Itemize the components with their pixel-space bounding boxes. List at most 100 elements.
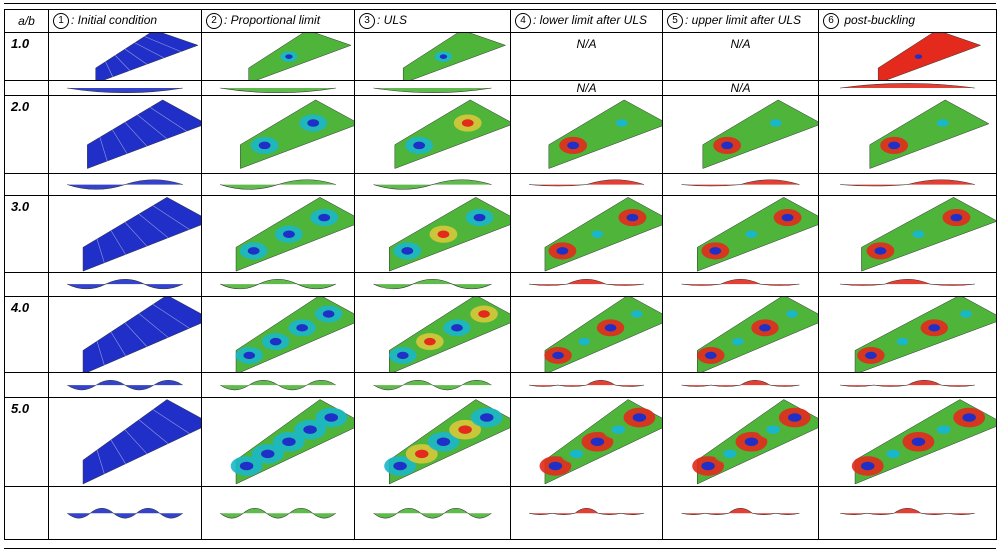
- profile-cell-2: [201, 485, 355, 541]
- deflection-profile: [220, 507, 336, 519]
- mesh-line: [124, 48, 148, 65]
- not-applicable-label: N/A: [576, 81, 597, 96]
- ratio-label: 3.0: [11, 198, 30, 214]
- contour-core: [632, 413, 647, 422]
- deflection-profile: [529, 179, 644, 187]
- deflection-profile: [67, 88, 183, 94]
- plate-figure: [240, 100, 354, 170]
- contour-core: [611, 425, 626, 435]
- plate-figure: [548, 100, 662, 170]
- contour-core: [937, 425, 951, 435]
- deflection-profile: [681, 179, 800, 187]
- plate-surface: [869, 100, 990, 170]
- deflection-profile: [529, 279, 644, 287]
- plate-view-row: 3.0: [4, 194, 997, 274]
- profile-cell-6: [818, 485, 997, 541]
- contour-core: [258, 142, 271, 150]
- contour-core: [723, 449, 737, 459]
- mesh-line: [110, 230, 126, 255]
- profile-cell-4: [510, 272, 663, 297]
- contour-core: [914, 54, 923, 59]
- plate-figure: [95, 33, 199, 80]
- profile-figure: [373, 379, 492, 391]
- contour-core: [478, 309, 490, 318]
- plate-figure: [230, 399, 354, 485]
- contour-core: [769, 119, 782, 128]
- contour-core: [307, 119, 320, 128]
- plate-cell-5: [662, 95, 819, 174]
- profile-figure: [529, 179, 644, 187]
- plate-view-row: 1.0 N/A N/A: [4, 31, 997, 82]
- not-applicable-label: N/A: [730, 37, 751, 51]
- contour-core: [285, 54, 293, 59]
- contour-core: [786, 309, 798, 318]
- deflection-profile: [373, 179, 492, 190]
- results-table: a/b 1: Initial condition 2: Proportional…: [4, 9, 997, 541]
- profile-figure: [220, 507, 336, 519]
- contour-core: [480, 413, 494, 422]
- contour-core: [318, 213, 331, 222]
- plate-surface: [82, 399, 201, 485]
- ratio-cell-empty: [4, 272, 49, 297]
- deflection-profile: [373, 379, 492, 391]
- profile-cell-2: [201, 272, 355, 297]
- plate-figure: [544, 297, 662, 372]
- plate-figure: [389, 297, 510, 372]
- plate-figure: [82, 196, 201, 272]
- contour-core: [962, 413, 976, 422]
- mesh-line: [152, 205, 190, 230]
- profile-cell-5: N/A: [662, 80, 819, 97]
- deflection-profile: [67, 279, 183, 290]
- plate-surface: [394, 100, 510, 170]
- ratio-cell: 3.0: [4, 194, 49, 274]
- profile-view-row: [4, 272, 997, 297]
- header-row: a/b 1: Initial condition 2: Proportional…: [4, 9, 997, 33]
- ratio-label: 2.0: [11, 99, 30, 115]
- column-header-5: 5: upper limit after ULS: [662, 9, 819, 33]
- profile-view-row: [4, 172, 997, 196]
- ratio-cell: 5.0: [4, 397, 49, 487]
- profile-figure: [220, 279, 336, 290]
- contour-core: [461, 119, 474, 128]
- column-header-1: 1: Initial condition: [48, 9, 202, 33]
- contour-core: [451, 323, 463, 332]
- profile-cell-1: [48, 172, 202, 196]
- contour-core: [865, 351, 877, 359]
- profile-cell-4: [510, 371, 663, 399]
- profile-cell-6: [818, 371, 997, 399]
- profile-cell-6: [818, 272, 997, 297]
- ratio-cell-empty: [4, 371, 49, 399]
- deflection-profile: [373, 507, 492, 519]
- profile-cell-2: [201, 80, 355, 97]
- profile-figure: [681, 507, 800, 515]
- profile-figure: [373, 88, 492, 94]
- plate-cell-5: [662, 397, 819, 487]
- plate-cell-2: [201, 95, 355, 174]
- plate-surface: [82, 297, 201, 372]
- contour-core: [552, 351, 564, 359]
- contour-core: [296, 323, 308, 332]
- column-header-6: 6 post-buckling: [818, 9, 997, 33]
- mesh-line: [96, 450, 105, 475]
- mesh-line: [110, 439, 126, 465]
- profile-figure: [67, 179, 183, 190]
- profile-cell-5: [662, 485, 819, 541]
- plate-cell-2: [201, 31, 355, 82]
- ratio-label: 4.0: [11, 299, 30, 315]
- plate-figure: [861, 196, 996, 272]
- contour-core: [393, 461, 407, 471]
- plate-cell-3: [354, 95, 511, 174]
- contour-core: [261, 449, 275, 459]
- mesh-line: [134, 42, 165, 59]
- column-header-4: 4: lower limit after ULS: [510, 9, 663, 33]
- profile-figure: [840, 507, 975, 515]
- mesh-line: [110, 331, 126, 356]
- mesh-line: [99, 137, 108, 162]
- ratio-cell: 2.0: [4, 95, 49, 174]
- plate-figure: [402, 33, 507, 80]
- mesh-line: [138, 419, 169, 444]
- profile-view-row: [4, 485, 997, 541]
- profile-figure: [220, 88, 336, 94]
- profile-cell-1: [48, 272, 202, 297]
- profile-cell-6: [818, 172, 997, 196]
